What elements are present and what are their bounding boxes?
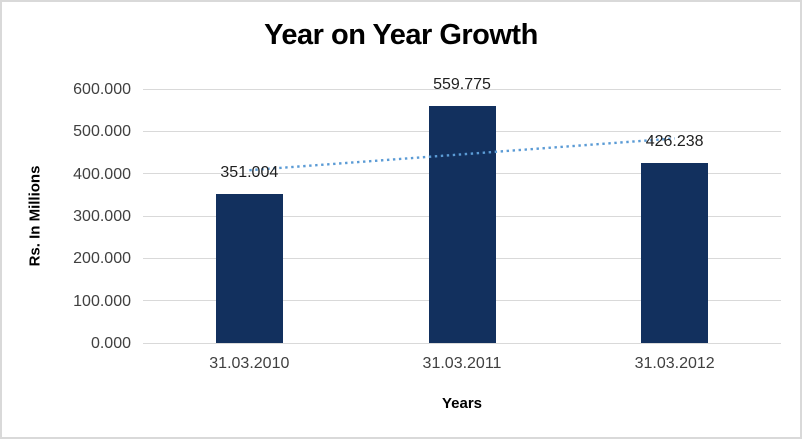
gridline xyxy=(143,342,781,344)
bar xyxy=(641,162,709,343)
gridline xyxy=(143,88,781,90)
bar xyxy=(215,194,283,343)
category-label: 31.03.2011 xyxy=(422,355,502,372)
value-label: 426.238 xyxy=(645,132,704,150)
y-tick-label: 200.000 xyxy=(73,250,131,268)
value-label: 351.004 xyxy=(220,164,279,182)
chart-title: Year on Year Growth xyxy=(264,19,538,51)
y-tick-label: 100.000 xyxy=(73,292,131,310)
value-label: 559.775 xyxy=(433,76,491,94)
y-tick-label: 400.000 xyxy=(73,165,131,183)
plot-area xyxy=(143,88,781,344)
category-label: 31.03.2012 xyxy=(634,355,715,372)
category-label: 31.03.2010 xyxy=(209,355,290,372)
y-tick-label: 600.000 xyxy=(73,81,131,98)
y-tick-label: 500.000 xyxy=(73,123,131,141)
x-axis-title: Years xyxy=(441,395,483,412)
y-tick-label: 0.000 xyxy=(90,335,131,352)
y-tick-label: 300.000 xyxy=(73,208,131,225)
bar xyxy=(428,106,496,343)
